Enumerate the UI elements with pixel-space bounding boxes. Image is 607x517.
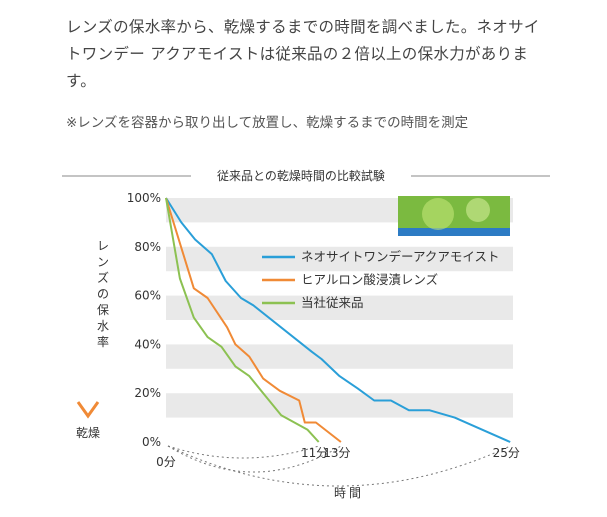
y-tick-label: 60% — [134, 289, 161, 303]
dry-label: 乾燥 — [76, 426, 100, 440]
grid-band — [166, 393, 513, 418]
y-axis-label-char: 保 — [97, 303, 109, 317]
intro-line-2: トワンデー アクアモイストは従来品の２倍以上の保水力がありま — [66, 45, 529, 63]
y-axis-label-char: 水 — [97, 319, 109, 333]
legend-label: ネオサイトワンデーアクアモイスト — [301, 249, 500, 264]
x-end-label: 11分 — [301, 446, 328, 460]
chart-title: 従来品との乾燥時間の比較試験 — [217, 168, 385, 183]
time-arc — [167, 445, 511, 487]
intro-line-3: す。 — [66, 72, 97, 90]
intro-text: レンズの保水率から、乾燥するまでの時間を調べました。ネオサイ トワンデー アクア… — [66, 14, 566, 95]
grid-band — [166, 246, 513, 272]
series-line-2 — [165, 197, 342, 443]
time-arc — [167, 445, 319, 459]
legend-label: 当社従来品 — [301, 295, 364, 310]
x-start-label: 0分 — [156, 455, 176, 469]
y-tick-label: 20% — [134, 386, 161, 400]
y-tick-label: 40% — [134, 337, 161, 351]
x-end-label: 25分 — [493, 446, 520, 460]
product-package-image — [398, 196, 510, 236]
time-arcs — [167, 445, 511, 487]
y-tick-label: 100% — [127, 191, 161, 205]
time-arc — [167, 445, 342, 473]
legend-label: ヒアルロン酸浸漬レンズ — [301, 272, 438, 287]
y-axis-label-char: 率 — [97, 334, 109, 349]
series-line-3 — [165, 197, 320, 443]
x-axis-label: 時間 — [334, 486, 364, 500]
y-axis-label: レンズの保水率 — [97, 239, 109, 349]
grid-band — [166, 344, 513, 369]
y-tick-label: 80% — [134, 240, 161, 254]
drying-arrow-head — [76, 401, 100, 419]
grid-band — [166, 295, 513, 320]
measurement-note: ※レンズを容器から取り出して放置し、乾燥するまでの時間を測定 — [66, 115, 469, 131]
series-line-1 — [165, 197, 511, 443]
y-tick-labels: 0% 20% 40% 60% 80% 100% — [127, 191, 161, 449]
x-end-label: 13分 — [323, 446, 350, 460]
intro-line-1: レンズの保水率から、乾燥するまでの時間を調べました。ネオサイ — [66, 18, 540, 36]
y-axis-label-char: ン — [97, 255, 109, 269]
y-axis-label-char: の — [97, 287, 109, 301]
y-axis-label-char: レ — [97, 239, 109, 253]
y-tick-label: 0% — [142, 435, 161, 449]
series-lines — [165, 197, 511, 443]
y-axis-label-char: ズ — [97, 270, 109, 285]
